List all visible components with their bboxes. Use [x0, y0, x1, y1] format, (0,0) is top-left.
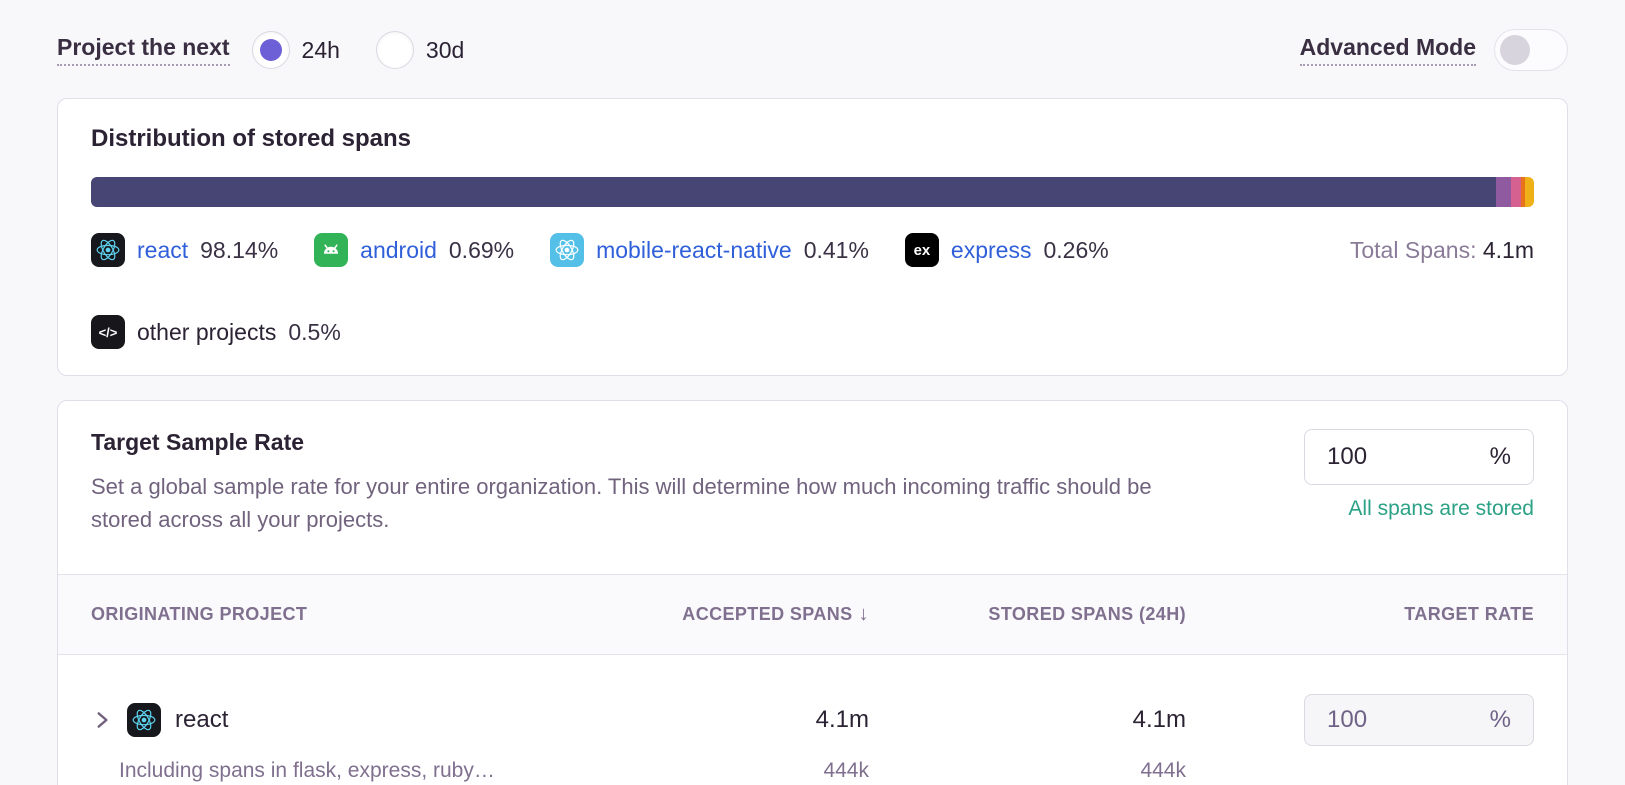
col-header-originating-project: ORIGINATING PROJECT	[91, 604, 308, 624]
toggle-knob	[1500, 35, 1530, 65]
legend-project-link[interactable]: mobile-react-native	[596, 236, 792, 263]
bar-segment-react[interactable]	[91, 177, 1496, 207]
distribution-card: Distribution of stored spans react 98.14…	[57, 98, 1568, 376]
radio-circle-30d[interactable]	[375, 31, 414, 69]
total-spans-label: Total Spans:	[1349, 236, 1477, 263]
projects-table-header: ORIGINATING PROJECT ACCEPTED SPANS ↓ STOR…	[58, 574, 1567, 655]
legend-item-other-projects: </> other projects 0.5%	[91, 315, 341, 349]
legend-percentage: 0.69%	[448, 236, 515, 263]
stored-spans-value: 4.1m	[1132, 706, 1186, 733]
sort-descending-icon: ↓	[858, 603, 869, 625]
sample-rate-title: Target Sample Rate	[91, 429, 305, 455]
code-icon: </>	[91, 315, 125, 349]
subrow-stored-value: 444k	[1140, 759, 1186, 782]
react-icon	[91, 233, 125, 267]
legend-item-react: react 98.14%	[91, 233, 278, 267]
legend-percentage: 98.14%	[200, 236, 279, 263]
sample-rate-value[interactable]: 100	[1327, 443, 1368, 470]
distribution-title: Distribution of stored spans	[91, 125, 412, 152]
table-row: react 4.1m 4.1m 100 % Including spans in…	[58, 655, 1567, 785]
legend-project-link[interactable]: react	[137, 236, 189, 263]
legend-percentage: 0.26%	[1043, 236, 1109, 263]
android-icon	[314, 233, 349, 267]
legend-item-android: android 0.69%	[314, 233, 514, 267]
global-sample-rate-input[interactable]: 100 %	[1304, 429, 1534, 485]
col-header-target-rate: TARGET RATE	[1404, 604, 1534, 624]
react-icon	[550, 233, 585, 267]
percent-suffix: %	[1489, 706, 1511, 733]
project-cell-react: react	[91, 703, 552, 737]
bar-segment-other[interactable]	[1525, 177, 1534, 207]
legend-percentage: 0.41%	[803, 236, 869, 263]
legend-item-express: ex express 0.26%	[904, 233, 1109, 267]
radio-label-30d[interactable]: 30d	[425, 36, 465, 63]
sample-rate-status: All spans are stored	[1348, 497, 1534, 520]
sample-rate-description: Set a global sample rate for your entire…	[91, 474, 1152, 532]
topbar: Project the next 24h 30d Advanced Mode	[57, 26, 1568, 74]
total-spans-value: 4.1m	[1482, 236, 1534, 263]
bar-segment-android[interactable]	[1495, 177, 1511, 207]
project-target-rate-input[interactable]: 100 %	[1304, 694, 1534, 746]
col-header-accepted-spans[interactable]: ACCEPTED SPANS ↓	[682, 603, 869, 625]
legend-project-link[interactable]: android	[360, 236, 437, 263]
stored-spans-bar	[91, 177, 1534, 207]
radio-option-30d[interactable]: 30d	[375, 31, 465, 69]
col-header-stored-spans[interactable]: STORED SPANS (24H)	[988, 604, 1186, 624]
table-subrow: Including spans in flask, express, ruby……	[91, 759, 1534, 785]
legend-percentage: 0.5%	[288, 318, 341, 345]
total-spans: Total Spans: 4.1m	[1350, 237, 1534, 264]
expand-chevron-icon[interactable]	[91, 709, 113, 731]
radio-option-24h[interactable]: 24h	[251, 31, 340, 69]
radio-circle-24h[interactable]	[251, 31, 290, 69]
accepted-spans-value: 4.1m	[815, 706, 869, 733]
advanced-mode-toggle[interactable]	[1494, 29, 1568, 71]
advanced-mode-label: Advanced Mode	[1299, 34, 1476, 66]
project-name: react	[175, 706, 229, 733]
period-radio-group: 24h 30d	[251, 31, 491, 69]
legend-project-link[interactable]: express	[950, 236, 1032, 263]
bar-segment-mobile-react-native[interactable]	[1510, 177, 1521, 207]
radio-label-24h[interactable]: 24h	[301, 36, 340, 63]
react-icon	[127, 703, 161, 737]
subrow-accepted-value: 444k	[823, 759, 869, 782]
subrow-description: Including spans in flask, express, ruby…	[119, 759, 495, 782]
period-label: Project the next	[57, 34, 230, 66]
percent-suffix: %	[1489, 443, 1511, 470]
express-icon: ex	[904, 233, 939, 267]
bar-segment-express[interactable]	[1520, 177, 1526, 207]
advanced-mode-group: Advanced Mode	[1299, 29, 1568, 71]
distribution-legend: react 98.14% android 0.69% mobile-react-…	[91, 233, 1534, 349]
project-rate-value[interactable]: 100	[1327, 706, 1368, 733]
legend-project-name: other projects	[137, 318, 277, 345]
legend-item-mobile-react-native: mobile-react-native 0.41%	[550, 233, 869, 267]
target-sample-rate-card: Target Sample Rate Set a global sample r…	[57, 400, 1568, 785]
